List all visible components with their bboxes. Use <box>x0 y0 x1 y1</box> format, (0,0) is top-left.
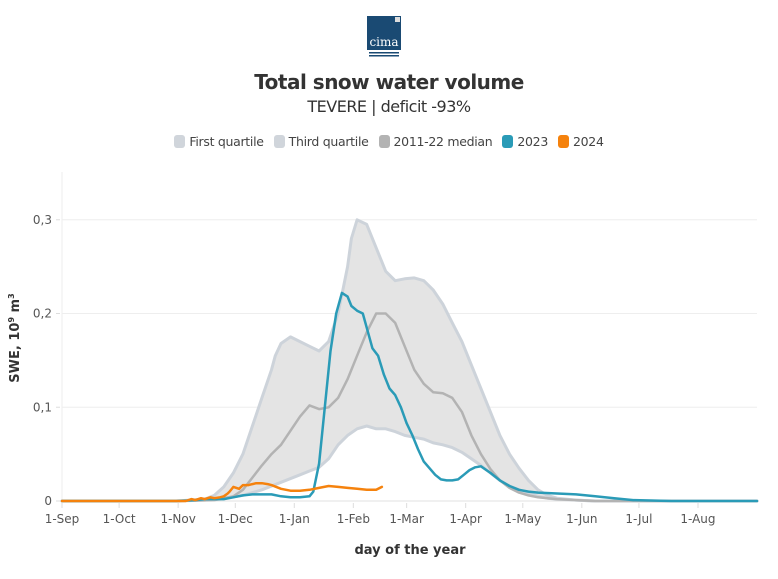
legend: First quartile Third quartile 2011-22 medi… <box>0 134 778 149</box>
series-2024-line <box>60 481 384 503</box>
x-tick-label: 1-Aug <box>680 512 715 526</box>
logo-subtext-line-1 <box>369 52 399 54</box>
x-tick-label: 1-Nov <box>160 512 195 526</box>
x-tick-label: 1-Jun <box>566 512 597 526</box>
x-tick-label: 1-Jan <box>279 512 310 526</box>
x-tick-label: 1-Mar <box>389 512 424 526</box>
legend-swatch <box>502 135 514 148</box>
y-axis-title-main: SWE, 10 <box>8 323 23 383</box>
chart-subtitle: TEVERE | deficit -93% <box>307 97 471 116</box>
legend-item[interactable]: First quartile <box>174 134 264 149</box>
x-tick-label: 1-Feb <box>337 512 370 526</box>
logo-corner <box>395 17 400 22</box>
chart-title: Total snow water volume <box>254 70 524 94</box>
y-axis-title: SWE, 109 m3 <box>7 293 23 382</box>
legend-swatch <box>558 135 569 148</box>
x-tick-label: 1-Dec <box>218 512 253 526</box>
cima-logo: cima <box>367 16 401 58</box>
legend-item[interactable]: 2024 <box>558 134 604 149</box>
logo-text: cima <box>369 35 398 49</box>
legend-swatch <box>378 135 390 148</box>
y-axis-title-exp: 9 <box>7 317 16 323</box>
legend-label: 2023 <box>517 134 548 149</box>
x-tick-label: 1-May <box>504 512 541 526</box>
legend-item[interactable]: Third quartile <box>273 134 369 149</box>
third-quartile-line <box>60 218 759 503</box>
legend-label: 2024 <box>573 134 604 149</box>
series-lines <box>60 218 759 503</box>
y-axis-title-unit-exp: 3 <box>7 293 16 299</box>
y-tick-label: 0,1 <box>33 400 52 414</box>
logo-graphic: cima <box>367 16 401 57</box>
legend-item[interactable]: 2023 <box>502 134 548 149</box>
x-tick-label: 1-Apr <box>449 512 482 526</box>
y-tick-label: 0,2 <box>33 307 52 321</box>
series-2023-line <box>60 291 759 503</box>
y-tick-label: 0 <box>44 494 52 508</box>
legend-label: Third quartile <box>288 134 369 149</box>
x-axis-title: day of the year <box>354 543 466 558</box>
median-line <box>60 312 759 503</box>
y-axis-title-unit: m <box>8 299 23 317</box>
x-tick-label: 1-Oct <box>103 512 136 526</box>
legend-swatch <box>174 135 186 148</box>
x-tick-label: 1-Sep <box>45 512 80 526</box>
first-quartile-line <box>60 424 759 503</box>
logo-subtext-line-2 <box>369 55 399 57</box>
legend-item[interactable]: 2011-22 median <box>378 134 493 149</box>
y-axis-ticks: 0 0,1 0,2 0,3 <box>33 213 60 508</box>
legend-label: First quartile <box>189 134 264 149</box>
y-tick-label: 0,3 <box>33 213 52 227</box>
x-axis-ticks: 1-Sep 1-Oct 1-Nov 1-Dec 1-Jan 1-Feb 1-Mar 1-Apr… <box>45 503 716 526</box>
legend-label: 2011-22 median <box>393 134 493 149</box>
x-tick-label: 1-Jul <box>625 512 652 526</box>
legend-swatch <box>273 135 285 148</box>
